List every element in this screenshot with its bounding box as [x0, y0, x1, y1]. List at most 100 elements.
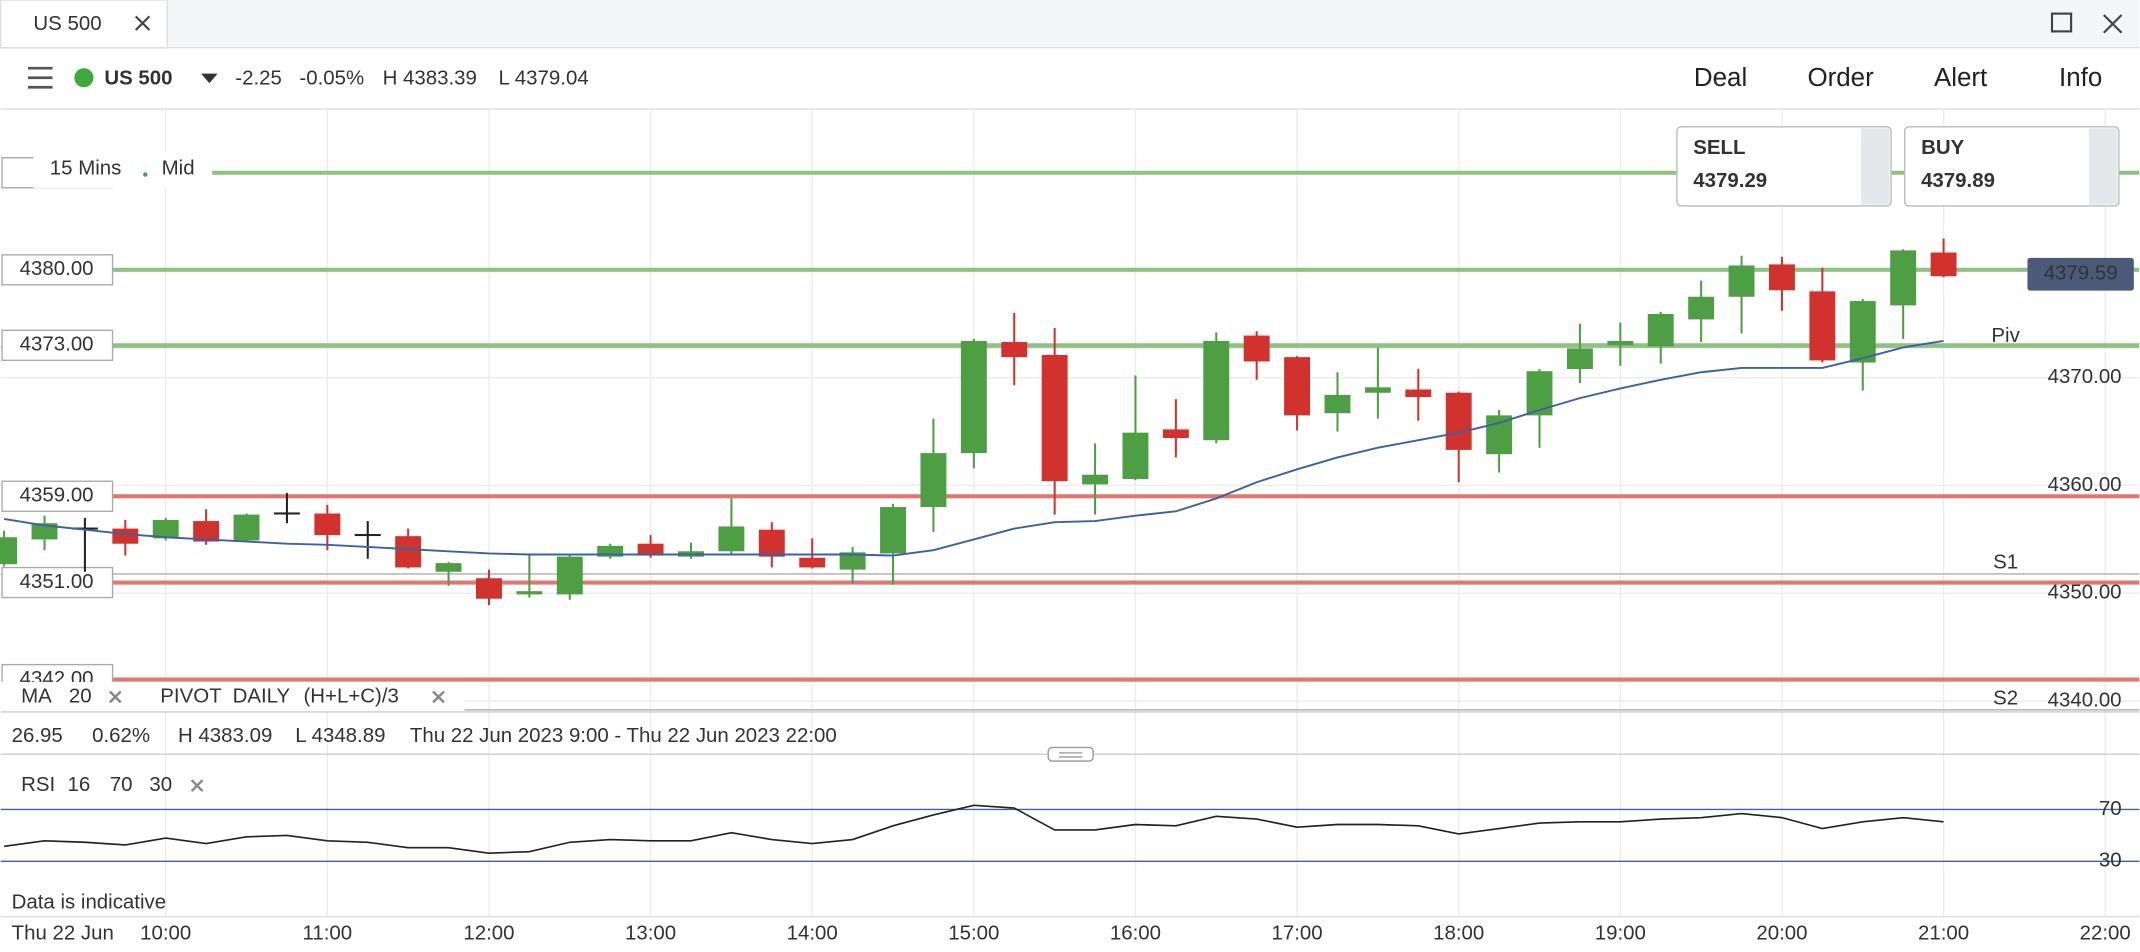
candle-body: [1768, 264, 1795, 291]
candle-body: [1324, 394, 1351, 414]
candle-body: [1728, 265, 1755, 297]
candle-body: [637, 543, 664, 556]
period-change-percent: 0.62%: [92, 724, 150, 747]
menu-item[interactable]: Order: [1807, 64, 1874, 92]
rsi-upper[interactable]: 70: [110, 773, 133, 796]
x-tick-label: 22:00: [2080, 922, 2131, 945]
y-tick-label: 4350.00: [2048, 581, 2122, 604]
candle-body: [395, 536, 422, 568]
x-tick-label: 18:00: [1433, 922, 1484, 945]
close-button[interactable]: [2103, 14, 2123, 34]
candle-body: [1041, 354, 1068, 482]
candle-body: [31, 523, 58, 540]
tab-title: US 500: [33, 12, 101, 35]
ma-label: MA: [21, 684, 52, 707]
pivot-label: PIVOT: [160, 684, 222, 707]
buy-price: 4379.89: [1921, 169, 1995, 192]
tab[interactable]: [0, 0, 168, 49]
candle-body: [233, 514, 260, 541]
tab-bar: [0, 0, 2140, 48]
candle-body: [1566, 348, 1593, 370]
pivot-formula[interactable]: (H+L+C)/3: [303, 684, 398, 707]
candle-body: [1809, 291, 1836, 361]
status-dot: [74, 68, 94, 88]
candle-body: [920, 453, 947, 508]
candle-body: [71, 527, 98, 530]
candle-body: [1688, 296, 1715, 320]
level-box: [1, 566, 114, 599]
candle-body: [1526, 371, 1553, 416]
x-tick-label: 10:00: [140, 922, 191, 945]
buy-side: [2088, 128, 2118, 205]
candle-body: [960, 340, 987, 454]
price-type[interactable]: Mid: [162, 157, 195, 180]
pivot-period[interactable]: DAILY: [233, 684, 291, 707]
candle-body: [1122, 432, 1149, 480]
x-tick-label: 11:00: [303, 922, 353, 945]
x-tick-label: 21:00: [1918, 922, 1969, 945]
y-tick-label: 4340.00: [2048, 689, 2122, 712]
sell-bg[interactable]: [1676, 126, 1892, 207]
maximize-button[interactable]: [2050, 12, 2073, 33]
rsi-line: [3, 804, 1944, 854]
sell-label: SELL: [1693, 136, 1745, 159]
candle-body: [839, 552, 866, 570]
candle-body: [1162, 429, 1189, 439]
current-price-tag: [2027, 257, 2134, 291]
candle-body: [1284, 357, 1311, 416]
sell-box[interactable]: SELL 4379.29: [1676, 126, 1892, 207]
candle-body: [1364, 387, 1391, 393]
period-high: H 4383.09: [178, 724, 272, 747]
instrument-name[interactable]: US 500: [104, 67, 172, 90]
menu-item[interactable]: Info: [2059, 64, 2102, 92]
rsi-period[interactable]: 16: [68, 773, 91, 796]
level-box: [1, 254, 114, 286]
menu-item[interactable]: Deal: [1694, 64, 1747, 92]
pivot-remove[interactable]: [432, 690, 445, 704]
period-range: Thu 22 Jun 2023 9:00 - Thu 22 Jun 2023 2…: [410, 724, 837, 747]
buy-box[interactable]: BUY 4379.89: [1904, 126, 2120, 207]
pivot-label: S2: [1993, 686, 2018, 709]
candle-body: [193, 521, 220, 542]
instrument-dropdown[interactable]: [201, 73, 218, 84]
ma-remove[interactable]: [108, 690, 122, 704]
buy-bg[interactable]: [1904, 126, 2120, 207]
candle-body: [1405, 389, 1432, 398]
resize-handle[interactable]: [1047, 746, 1094, 762]
separator-dot: [143, 172, 148, 177]
rsi-lower[interactable]: 30: [149, 773, 172, 796]
candle-body: [799, 557, 826, 568]
interval[interactable]: 15 Mins: [50, 157, 122, 180]
candle-body: [1607, 340, 1634, 346]
x-tick-label: 16:00: [1110, 922, 1161, 945]
level-label: 4359.00: [20, 484, 94, 507]
resize-grip: [1059, 752, 1083, 758]
x-tick-label: 20:00: [1756, 922, 1807, 945]
candle-body: [112, 528, 139, 544]
candle-body: [1486, 415, 1513, 455]
candle-body: [597, 545, 624, 557]
x-tick-label: 19:00: [1595, 922, 1646, 945]
level-label: 4351.00: [20, 570, 94, 593]
x-tick-label: 14:00: [787, 922, 838, 945]
ma-period[interactable]: 20: [69, 684, 92, 707]
menu-item[interactable]: Alert: [1934, 64, 1988, 92]
candle-body: [1203, 340, 1230, 441]
y-tick-label: 70: [2099, 797, 2122, 820]
period-change: 26.95: [12, 724, 63, 747]
menu-icon[interactable]: [27, 66, 53, 89]
candle-body: [152, 519, 179, 539]
rsi-chart: 30 70: [0, 797, 2140, 872]
candle-body: [314, 513, 341, 536]
candle-body: [556, 556, 583, 595]
tab-close[interactable]: [134, 15, 151, 31]
rsi-remove[interactable]: [190, 779, 204, 792]
disclaimer: Data is indicative: [12, 890, 167, 913]
y-tick-label: 4370.00: [2048, 365, 2122, 388]
y-tick-label: 30: [2099, 849, 2122, 872]
pivot-label: Piv: [1991, 324, 2020, 347]
price-chart: 4340.00 4350.00 4360.00 4370.00 Piv S1 S2 4380.…: [0, 109, 2140, 917]
x-tick-label: 13:00: [625, 922, 676, 945]
candle-body: [0, 537, 18, 565]
interval-bg: [33, 152, 213, 189]
